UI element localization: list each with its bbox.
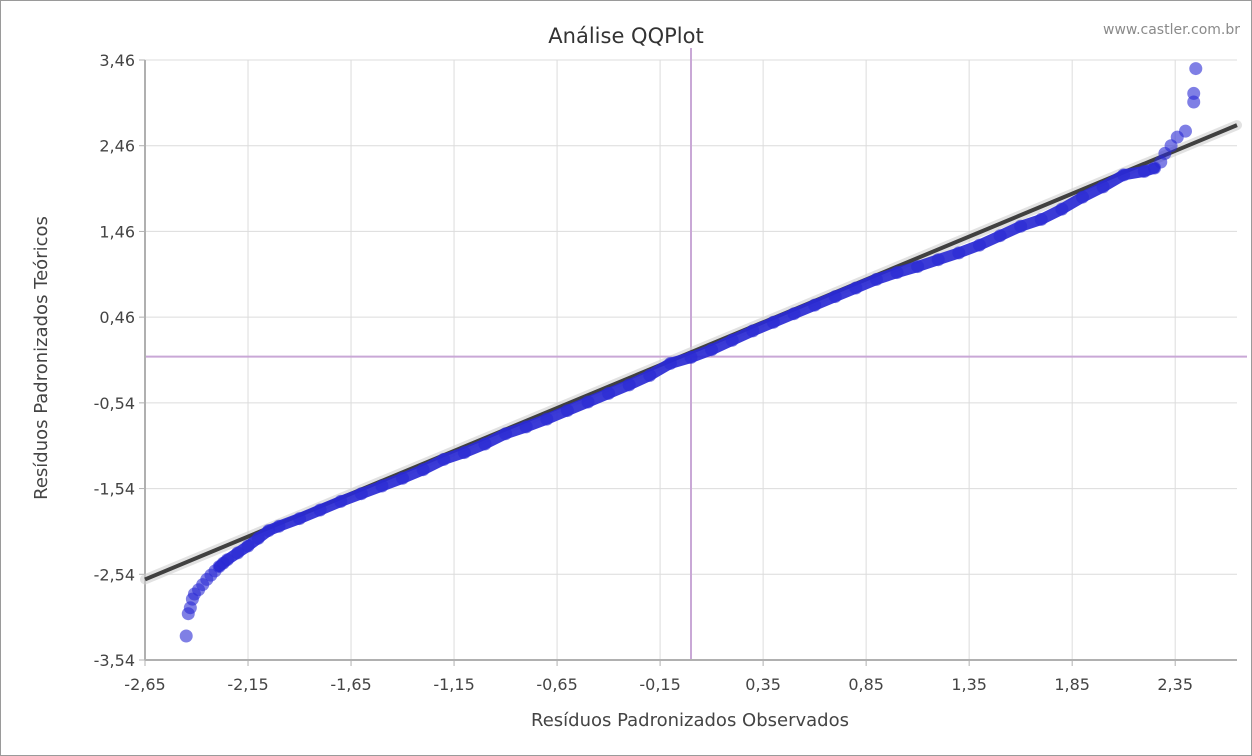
x-tick-label: -0,65 [536,675,577,694]
data-point [354,487,368,501]
x-tick-label: 2,35 [1157,675,1193,694]
data-point [499,427,513,441]
y-axis-title: Resíduos Padronizados Teóricos [31,216,52,500]
x-axis-title: Resíduos Padronizados Observados [531,710,849,731]
data-point [1055,202,1069,216]
data-point [725,333,739,347]
y-tick-labels: 3,46 2,46 1,46 0,46 -0,54 -1,54 -2,54 -3,54 [94,51,135,670]
chart-title: Análise QQPlot [548,24,704,48]
data-point [952,246,966,260]
x-tick-label: -2,15 [227,675,268,694]
y-tick-label: 1,46 [99,222,135,241]
data-point [828,290,842,304]
data-point [1014,219,1028,233]
data-points [179,62,1203,643]
data-point [519,420,533,434]
data-point [560,404,574,418]
y-tick-label: -1,54 [94,480,135,499]
y-tick-label: 3,46 [99,51,135,70]
y-tick-label: 0,46 [99,308,135,327]
axes [139,59,1237,666]
data-point [787,307,801,321]
data-point [911,260,925,274]
x-tick-label: -1,15 [433,675,474,694]
x-tick-labels: -2,65 -2,15 -1,65 -1,15 -0,65 -0,15 0,35 0,85 1,… [124,675,1193,694]
x-tick-label: 1,85 [1054,675,1090,694]
point-cloud-band [213,162,1161,573]
data-point [416,463,430,477]
data-point [375,479,389,493]
data-point [179,629,193,643]
data-point [643,368,657,382]
data-point [766,315,780,329]
data-point [1117,168,1131,182]
y-tick-label: -2,54 [94,565,135,584]
data-point [705,343,719,357]
data-point [808,298,822,312]
data-point [993,229,1007,243]
data-point [313,503,327,517]
data-point [746,324,760,338]
data-point [272,519,286,533]
x-tick-label: 0,35 [745,675,781,694]
data-point [262,524,276,538]
x-tick-label: 0,85 [848,675,884,694]
y-tick-label: -3,54 [94,651,135,670]
y-tick-label: 2,46 [99,137,135,156]
data-point [931,253,945,267]
data-point [1096,180,1110,194]
data-point [869,272,883,286]
data-point [602,386,616,400]
data-point [437,452,451,466]
data-point [684,350,698,364]
data-point [1137,164,1151,178]
data-point [622,378,636,392]
x-tick-label: -0,15 [639,675,680,694]
data-point [1034,212,1048,226]
data-point [849,281,863,295]
data-point [396,471,410,485]
x-tick-label: -2,65 [124,675,165,694]
data-point [581,395,595,409]
data-point [478,437,492,451]
data-point [1187,86,1201,100]
data-point [251,531,265,545]
data-point [972,238,986,252]
data-point [1075,190,1089,204]
data-point [890,266,904,280]
data-point [220,553,234,567]
data-point [1189,62,1203,76]
data-point [231,546,245,560]
data-point [334,494,348,508]
data-point [293,512,307,526]
data-point [540,412,554,426]
watermark: www.castler.com.br [1103,22,1240,38]
data-point [241,539,255,553]
x-tick-label: -1,65 [330,675,371,694]
x-tick-label: 1,35 [951,675,987,694]
data-point [1178,124,1192,138]
data-point [663,356,677,370]
y-tick-label: -0,54 [94,394,135,413]
data-point [457,446,471,460]
